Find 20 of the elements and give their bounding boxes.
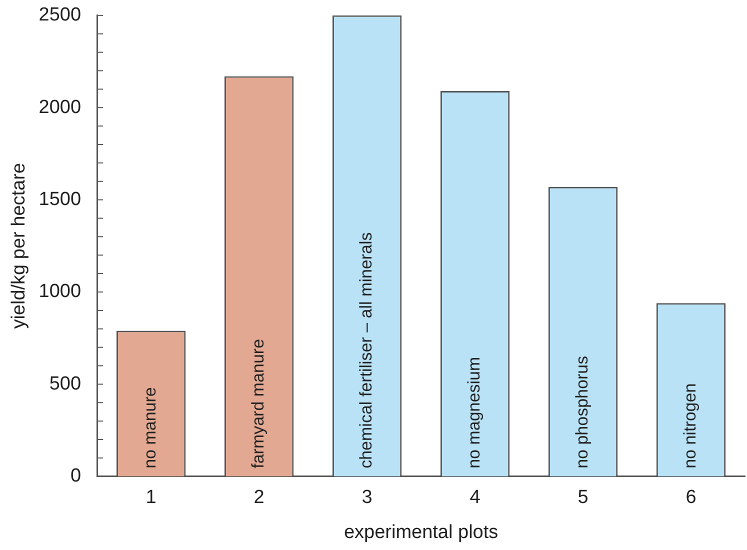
x-tick-label: 4	[470, 487, 481, 508]
x-tick-label: 6	[686, 487, 696, 508]
x-tick-label: 5	[578, 487, 588, 508]
y-tick-label: 500	[49, 373, 82, 394]
y-tick-label: 2000	[38, 96, 82, 118]
x-tick-label: 1	[146, 487, 156, 508]
annotation: no nitrogen	[680, 383, 700, 468]
x-tick-label: 2	[254, 487, 264, 508]
annotation: no manure	[140, 387, 160, 468]
y-tick-label: 1000	[38, 281, 82, 302]
y-axis-title: yield/kg per hectare	[8, 162, 30, 329]
x-axis-title: experimental plots	[344, 522, 498, 543]
annotation: farmyard manure	[248, 338, 268, 468]
y-tick-label: 1500	[38, 189, 82, 210]
y-tick-label: 2500	[38, 4, 82, 26]
annotation: chemical fertiliser – all minerals	[356, 232, 376, 468]
x-tick-label: 3	[362, 487, 372, 508]
annotation: no magnesium	[464, 356, 484, 468]
annotation: no phosphorus	[572, 356, 592, 468]
y-tick-label: 0	[70, 466, 82, 487]
